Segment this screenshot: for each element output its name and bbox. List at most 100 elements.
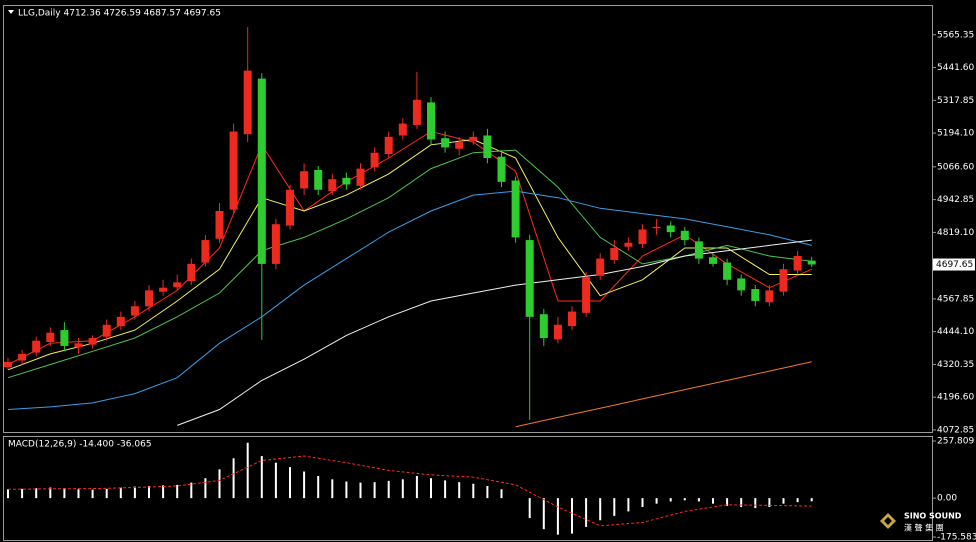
macd-bar: [627, 498, 630, 512]
macd-bar: [345, 481, 348, 499]
macd-title: MACD(12,26,9) -14.400 -36.065: [8, 440, 152, 450]
candle-body: [342, 177, 351, 185]
candle-body: [497, 156, 506, 182]
macd-bar: [359, 482, 362, 499]
candle-body: [427, 102, 435, 140]
macd-bar: [204, 478, 207, 499]
macd-bar: [246, 442, 249, 499]
candle-body: [525, 240, 534, 317]
candle-body: [32, 340, 41, 353]
candle-body: [511, 180, 520, 238]
y-tick-label: 5565.35: [937, 30, 974, 40]
watermark-brand: SINO SOUND: [904, 512, 962, 521]
macd-bar: [415, 475, 418, 499]
candle-body: [88, 338, 97, 345]
last-price-box: [933, 258, 975, 271]
macd-bar: [387, 480, 390, 499]
macd-bar: [655, 498, 658, 504]
macd-bar: [430, 478, 432, 499]
macd-bar: [289, 467, 291, 499]
moving-average: [515, 361, 812, 428]
candle-body: [723, 262, 732, 280]
macd-bar: [21, 488, 24, 499]
candle-body: [807, 260, 816, 265]
macd-bar: [458, 482, 461, 499]
chart-title: LLG,Daily 4712.36 4726.59 4687.57 4697.6…: [18, 9, 221, 19]
y-tick-label: 4942.85: [937, 195, 974, 205]
macd-bar: [317, 475, 320, 499]
macd-bar: [542, 498, 545, 530]
macd-bar: [796, 498, 799, 503]
macd-bar: [768, 498, 771, 507]
candle-body: [46, 332, 55, 342]
macd-bar: [260, 456, 263, 499]
candle-body: [553, 324, 562, 340]
logo-icon-inner: [884, 517, 892, 525]
y-tick-label: 5194.10: [937, 129, 974, 139]
candle-body: [765, 290, 774, 303]
candle-body: [455, 142, 464, 149]
macd-bar: [641, 498, 644, 507]
candle-body: [243, 70, 252, 135]
moving-average: [7, 138, 812, 371]
candle-body: [201, 240, 210, 263]
macd-bar: [218, 469, 221, 499]
macd-bar: [472, 483, 475, 499]
macd-bar: [599, 498, 602, 521]
candle-body: [412, 99, 421, 125]
macd-bar: [697, 498, 700, 502]
moving-average: [7, 190, 812, 410]
y-tick-label: -175.583: [937, 533, 976, 542]
candle-body: [680, 230, 689, 241]
moving-average: [7, 149, 812, 379]
candle-body: [694, 241, 703, 259]
macd-bar: [35, 488, 38, 499]
macd-bar: [486, 485, 489, 499]
candle-body: [271, 224, 280, 264]
candle-body: [441, 138, 450, 148]
y-tick-label: 4444.10: [937, 327, 974, 337]
y-tick-label: 5317.85: [937, 96, 974, 106]
macd-bar: [274, 462, 277, 499]
candle-body: [356, 168, 365, 186]
macd-bar: [683, 498, 686, 501]
candle-body: [159, 287, 168, 292]
y-tick-label: 4819.10: [937, 228, 974, 238]
watermark-subtitle: 漢 聲 集 團: [904, 523, 944, 533]
macd-bar: [331, 479, 334, 499]
candle-body: [286, 189, 294, 226]
candle-body: [666, 225, 675, 233]
candle-body: [187, 263, 196, 282]
macd-bar: [669, 498, 672, 502]
macd-bar: [148, 485, 150, 499]
macd-bar: [528, 498, 531, 519]
macd-bar: [162, 485, 165, 499]
candle-body: [539, 314, 548, 339]
candle-body: [215, 210, 224, 239]
candle-body: [328, 179, 337, 192]
candle-body: [145, 290, 153, 307]
y-tick-label: 4320.35: [937, 360, 974, 370]
macd-bar: [571, 498, 573, 534]
macd-bar: [444, 480, 447, 499]
candle-body: [314, 169, 323, 190]
candle-body: [384, 136, 393, 155]
y-tick-label: 4567.85: [937, 294, 974, 304]
candle-body: [483, 135, 492, 159]
macd-bar: [810, 498, 813, 502]
macd-signal: [7, 455, 812, 527]
y-tick-label: 4196.60: [937, 393, 974, 403]
candle-body: [4, 361, 12, 368]
candle-body: [116, 316, 125, 327]
candle-body: [370, 152, 379, 168]
candle-body: [751, 289, 760, 301]
candle-body: [300, 171, 309, 189]
candle-body: [709, 257, 717, 264]
candle-body: [737, 278, 746, 291]
macd-bar: [500, 489, 503, 499]
macd-bar: [373, 482, 376, 499]
y-tick-label: 4072.85: [937, 425, 974, 435]
candle-body: [582, 277, 591, 313]
macd-bar: [232, 458, 235, 499]
